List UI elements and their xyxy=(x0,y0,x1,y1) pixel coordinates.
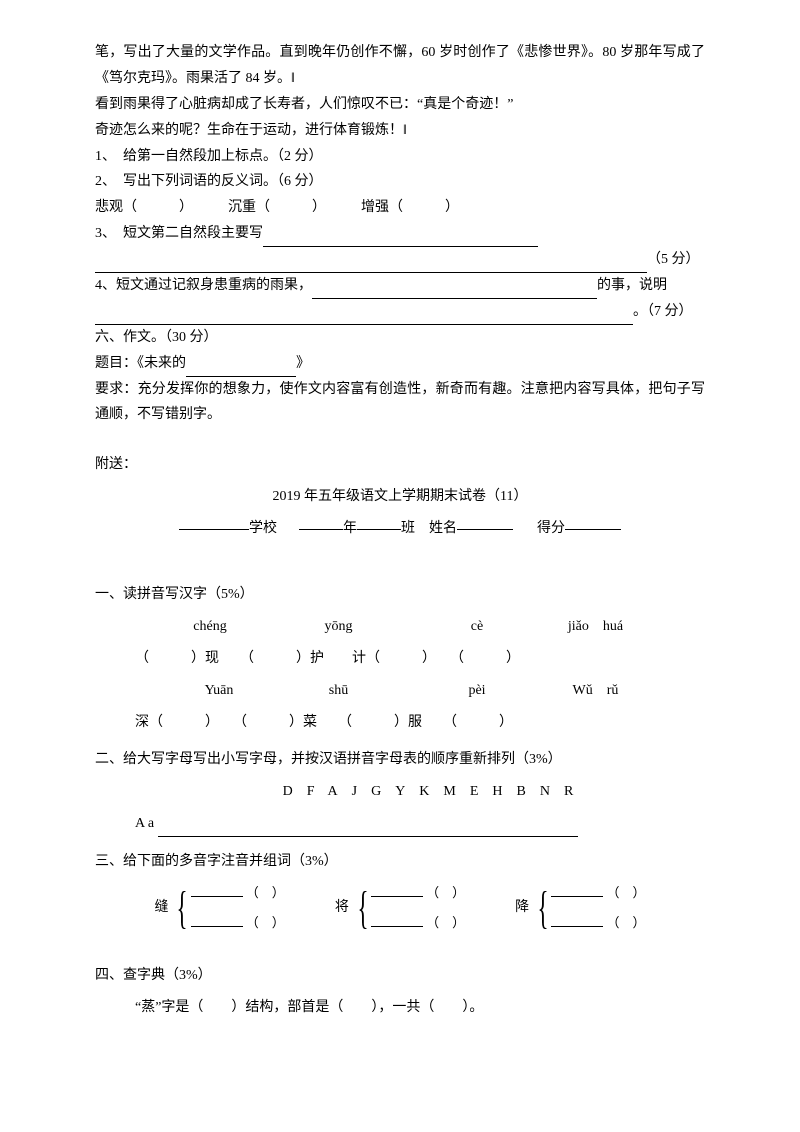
blank-name[interactable] xyxy=(457,516,513,530)
poly-char-3: 降 xyxy=(515,895,529,921)
pinyin-2b: shū xyxy=(269,678,409,704)
blank[interactable] xyxy=(371,914,423,927)
section-1-title: 一、读拼音写汉字（5%） xyxy=(95,582,705,608)
pinyin-1d: jiǎo huá xyxy=(546,614,646,640)
question-3-cont: （5 分） xyxy=(95,247,705,273)
blank[interactable] xyxy=(551,884,603,897)
paren: （ ） xyxy=(246,885,285,900)
brace-icon: { xyxy=(538,885,549,931)
blank[interactable] xyxy=(312,285,597,299)
passage-line-3: 奇迹怎么来的呢？生命在于运动，进行体育锻炼！‖ xyxy=(95,118,705,144)
blank[interactable] xyxy=(371,884,423,897)
label-class: 班 xyxy=(401,516,415,542)
section-4-line: “蒸”字是（ ）结构，部首是（ ），一共（ ）。 xyxy=(95,995,705,1021)
blank-school[interactable] xyxy=(179,516,249,530)
question-1: 1、 给第一自然段加上标点。（2 分） xyxy=(95,144,705,170)
blank[interactable] xyxy=(191,914,243,927)
letter-sequence: DFAJGYKMEHBNR xyxy=(95,779,705,805)
brace-icon: { xyxy=(177,885,188,931)
poly-char-2: 将 xyxy=(335,895,349,921)
pinyin-row-2: Yuān shū pèi Wǔ rǔ xyxy=(95,678,705,704)
exam-title: 2019 年五年级语文上学期期末试卷（11） xyxy=(95,484,705,510)
answer-line: A a xyxy=(95,811,705,837)
question-2: 2、 写出下列词语的反义词。（6 分） xyxy=(95,169,705,195)
pinyin-2a: Yuān xyxy=(155,678,265,704)
blank[interactable] xyxy=(158,823,578,837)
blank-year[interactable] xyxy=(299,516,343,530)
passage-line-1: 笔，写出了大量的文学作品。直到晚年仍创作不懈，60 岁时创作了《悲惨世界》。80… xyxy=(95,40,705,92)
blank[interactable] xyxy=(551,914,603,927)
answer-prefix: A a xyxy=(135,816,154,831)
question-4-cont: 。（7 分） xyxy=(95,299,705,325)
pinyin-1c: cè xyxy=(412,614,542,640)
blank[interactable] xyxy=(95,259,647,273)
paren: （ ） xyxy=(426,885,465,900)
blank[interactable] xyxy=(263,233,538,247)
question-3-text: 3、 短文第二自然段主要写 xyxy=(95,226,263,241)
pinyin-2c: pèi xyxy=(412,678,542,704)
attachment-label: 附送： xyxy=(95,452,705,478)
label-year: 年 xyxy=(343,516,357,542)
poly-item-3: 降 { （ ） （ ） xyxy=(515,881,645,935)
label-name: 姓名 xyxy=(429,516,457,542)
blank-class[interactable] xyxy=(357,516,401,530)
blank[interactable] xyxy=(186,363,296,377)
polyphonic-row: 缝 { （ ） （ ） 将 { （ ） （ ） 降 { （ ） （ ） xyxy=(95,881,705,935)
question-4-text-c: 。（7 分） xyxy=(633,304,693,319)
blank[interactable] xyxy=(95,311,633,325)
question-4-text-a: 4、短文通过记叙身患重病的雨果， xyxy=(95,278,312,293)
poly-char-1: 缝 xyxy=(154,895,168,921)
section-4-title: 四、查字典（3%） xyxy=(95,963,705,989)
blank[interactable] xyxy=(191,884,243,897)
question-2-blanks: 悲观（ ） 沉重（ ） 增强（ ） xyxy=(95,195,705,221)
poly-item-2: 将 { （ ） （ ） xyxy=(335,881,465,935)
poly-item-1: 缝 { （ ） （ ） xyxy=(154,881,284,935)
label-score: 得分 xyxy=(537,516,565,542)
essay-title-suffix: 》 xyxy=(296,356,310,371)
paren: （ ） xyxy=(246,915,285,930)
paren: （ ） xyxy=(607,915,646,930)
essay-requirement: 要求：充分发挥你的想象力，使作文内容富有创造性，新奇而有趣。注意把内容写具体，把… xyxy=(95,377,705,429)
label-school: 学校 xyxy=(249,516,277,542)
question-3-score: （5 分） xyxy=(647,252,700,267)
question-4: 4、短文通过记叙身患重病的雨果， 的事，说明 xyxy=(95,273,705,299)
blank-score[interactable] xyxy=(565,516,621,530)
essay-title-prefix: 题目：《未来的 xyxy=(95,356,186,371)
pinyin-row-1: chéng yōng cè jiǎo huá xyxy=(95,614,705,640)
pinyin-blanks-2: 深（ ） （ ）菜 （ ）服 （ ） xyxy=(95,710,705,736)
paren: （ ） xyxy=(426,915,465,930)
passage-line-2: 看到雨果得了心脏病却成了长寿者，人们惊叹不已：“真是个奇迹！” xyxy=(95,92,705,118)
pinyin-blanks-1: （ ）现 （ ）护 计（ ） （ ） xyxy=(95,646,705,672)
essay-title-line: 题目：《未来的 》 xyxy=(95,351,705,377)
question-4-text-b: 的事，说明 xyxy=(597,278,667,293)
paren: （ ） xyxy=(607,885,646,900)
question-3: 3、 短文第二自然段主要写 xyxy=(95,221,705,247)
pinyin-1b: yōng xyxy=(269,614,409,640)
pinyin-2d: Wǔ rǔ xyxy=(546,678,646,704)
section-2-title: 二、给大写字母写出小写字母，并按汉语拼音字母表的顺序重新排列（3%） xyxy=(95,747,705,773)
brace-icon: { xyxy=(357,885,368,931)
header-fields: 学校 年 班 姓名 得分 xyxy=(95,516,705,542)
section-3-title: 三、给下面的多音字注音并组词（3%） xyxy=(95,849,705,875)
pinyin-1a: chéng xyxy=(155,614,265,640)
question-6: 六、作文。（30 分） xyxy=(95,325,705,351)
